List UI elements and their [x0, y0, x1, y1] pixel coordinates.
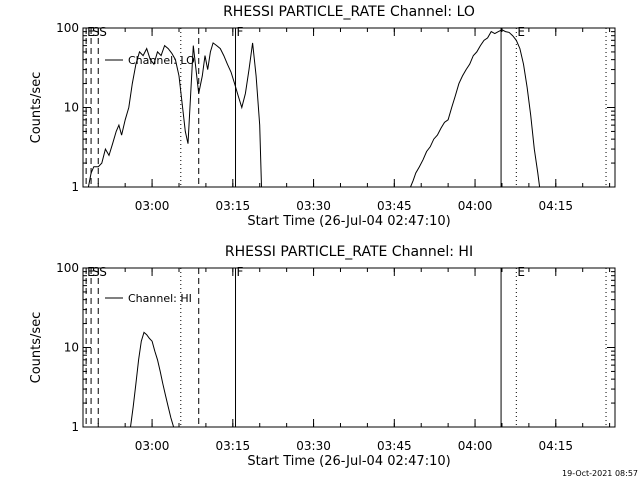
x-tick-label: 04:15 [538, 439, 573, 453]
y-tick-label: 1 [71, 180, 79, 194]
event-marker-label: S [99, 25, 107, 39]
y-tick-label: 10 [64, 341, 79, 355]
data-series-line [410, 29, 541, 188]
x-tick-label: 04:15 [538, 199, 573, 213]
event-marker-label: E [517, 25, 525, 39]
x-tick-label: 03:00 [135, 439, 170, 453]
event-marker-label: E [517, 265, 525, 279]
event-marker-label: S [99, 265, 107, 279]
x-tick-label: 03:45 [377, 199, 412, 213]
event-marker-label: F [237, 265, 244, 279]
y-tick-label: 100 [56, 21, 79, 35]
legend-label: Channel: LO [128, 54, 195, 67]
data-series-line [87, 42, 262, 188]
x-tick-label: 04:00 [458, 439, 493, 453]
x-tick-label: 03:15 [216, 199, 251, 213]
event-marker-label: S [92, 25, 100, 39]
y-tick-label: 100 [56, 261, 79, 275]
x-tick-label: 03:00 [135, 199, 170, 213]
x-tick-label: 03:45 [377, 439, 412, 453]
y-axis-label: Counts/sec [29, 72, 44, 144]
x-tick-label: 03:30 [296, 439, 331, 453]
event-marker-label: F [237, 25, 244, 39]
data-series-line [130, 331, 175, 428]
y-axis-label: Counts/sec [29, 312, 44, 384]
x-tick-label: 04:00 [458, 199, 493, 213]
chart-title: RHESSI PARTICLE_RATE Channel: LO [223, 4, 475, 20]
chart-title: RHESSI PARTICLE_RATE Channel: HI [225, 244, 473, 260]
x-tick-label: 03:30 [296, 199, 331, 213]
x-axis-label: Start Time (26-Jul-04 02:47:10) [247, 214, 450, 229]
x-tick-label: 03:15 [216, 439, 251, 453]
legend-label: Channel: HI [128, 292, 192, 305]
event-marker-label: S [92, 265, 100, 279]
x-axis-label: Start Time (26-Jul-04 02:47:10) [247, 454, 450, 469]
y-tick-label: 10 [64, 101, 79, 115]
y-tick-label: 1 [71, 420, 79, 434]
